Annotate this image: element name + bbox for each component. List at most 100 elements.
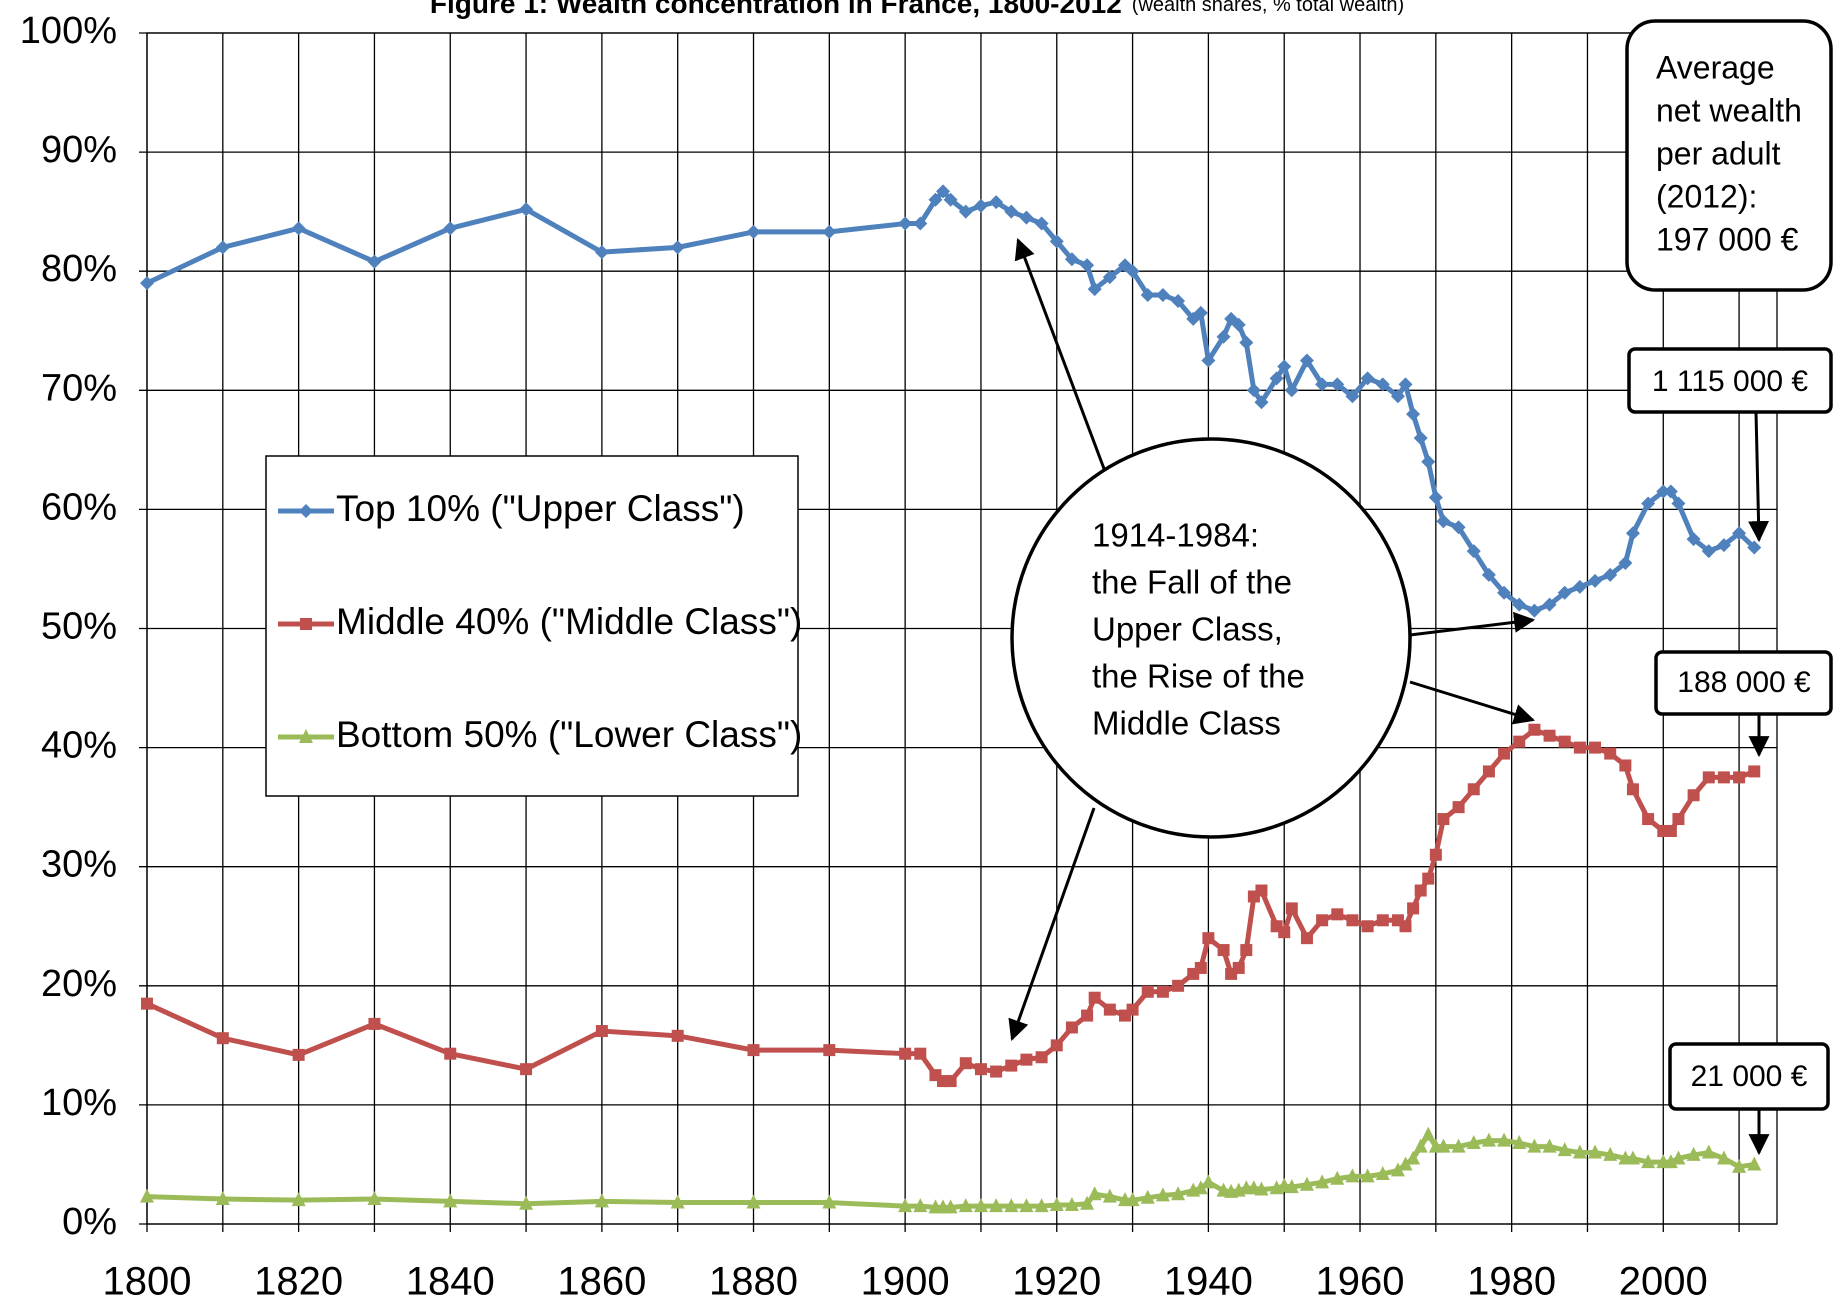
data-point [1588, 1144, 1603, 1159]
x-tick-label: 1900 [861, 1260, 950, 1304]
legend-marker [300, 618, 312, 630]
box-text: 197 000 € [1656, 221, 1799, 257]
data-point [519, 1195, 534, 1210]
data-point [1451, 520, 1466, 535]
data-point [1436, 514, 1451, 529]
data-point [1050, 1039, 1063, 1052]
data-point [1103, 1003, 1116, 1016]
data-point [1482, 765, 1495, 778]
data-point [1664, 824, 1677, 837]
data-point [1330, 377, 1345, 392]
data-point [1701, 1144, 1716, 1159]
data-point [1557, 1142, 1572, 1157]
x-tick-label: 1860 [557, 1260, 646, 1304]
data-point [443, 1193, 458, 1208]
data-point [989, 1198, 1004, 1213]
data-point [974, 1063, 987, 1076]
data-point [823, 1044, 836, 1057]
data-point [1732, 526, 1747, 541]
y-tick-label: 30% [41, 844, 117, 886]
legend-marker [299, 729, 313, 743]
data-point [1239, 335, 1254, 350]
data-point [140, 276, 154, 291]
data-point [1452, 801, 1465, 814]
data-point [1064, 1196, 1079, 1211]
data-point [1589, 741, 1602, 754]
data-point [1193, 305, 1208, 320]
data-point [1035, 1051, 1048, 1064]
data-point [291, 221, 306, 236]
data-point [1557, 585, 1572, 600]
data-point [1246, 383, 1261, 398]
data-point [1671, 496, 1686, 511]
legend-marker [299, 504, 313, 518]
data-point [1466, 1135, 1481, 1150]
data-point [519, 202, 534, 217]
data-point [1481, 567, 1496, 582]
data-point [747, 1044, 760, 1057]
data-point [989, 195, 1004, 210]
data-point [1346, 914, 1359, 927]
data-point [958, 1198, 973, 1213]
data-point [1626, 783, 1639, 796]
data-point [746, 224, 761, 239]
data-point [1004, 204, 1019, 219]
data-point [1125, 1192, 1140, 1207]
data-point [1512, 1135, 1527, 1150]
data-point [1451, 1138, 1466, 1153]
subtitle: (wealth shares, % total wealth) [1132, 0, 1404, 16]
data-point [1543, 729, 1556, 742]
box-text: per adult [1656, 135, 1781, 171]
data-point [973, 198, 988, 213]
data-point [1513, 735, 1526, 748]
data-point [943, 192, 958, 207]
data-point [1398, 1156, 1413, 1171]
arrow [1409, 611, 1536, 637]
data-point [1254, 395, 1269, 410]
data-point [292, 1048, 305, 1061]
y-tick-label: 100% [20, 10, 117, 52]
data-point [1542, 1138, 1557, 1153]
circle-text: 1914-1984: [1092, 517, 1259, 554]
data-point [1428, 490, 1443, 505]
box-text: Average [1656, 49, 1775, 85]
data-point [1641, 1154, 1656, 1169]
data-point [1603, 1146, 1618, 1161]
data-point [595, 1025, 608, 1038]
data-point [1081, 1009, 1094, 1022]
data-point [1277, 359, 1292, 374]
data-point [1171, 293, 1186, 308]
data-point [898, 216, 913, 231]
data-point [1399, 920, 1412, 933]
data-point [1686, 532, 1701, 547]
plot-area [140, 184, 1762, 1214]
data-point [1240, 944, 1253, 957]
data-point [215, 240, 230, 255]
data-point [1331, 908, 1344, 921]
series-line [146, 1132, 1755, 1210]
data-point [1512, 597, 1527, 612]
data-point [1231, 317, 1246, 332]
data-point [291, 1192, 306, 1207]
data-point [1747, 540, 1762, 555]
y-tick-label: 70% [41, 367, 117, 409]
data-point [1687, 789, 1700, 802]
data-point [1671, 1150, 1686, 1165]
data-point [1049, 234, 1064, 249]
data-point [1232, 961, 1245, 974]
data-point [1481, 1132, 1496, 1147]
data-point [1005, 1059, 1018, 1072]
data-point [1625, 526, 1640, 541]
data-point [1141, 985, 1154, 998]
data-point [1064, 252, 1079, 267]
data-point [1201, 1174, 1216, 1189]
data-point [1080, 258, 1095, 273]
data-point [443, 221, 458, 236]
data-point [1360, 371, 1375, 386]
arrow [1409, 680, 1536, 725]
data-point [215, 1190, 230, 1205]
data-point [822, 1194, 837, 1209]
data-point [1716, 538, 1731, 553]
data-point [1345, 389, 1360, 404]
data-point [1065, 1021, 1078, 1034]
